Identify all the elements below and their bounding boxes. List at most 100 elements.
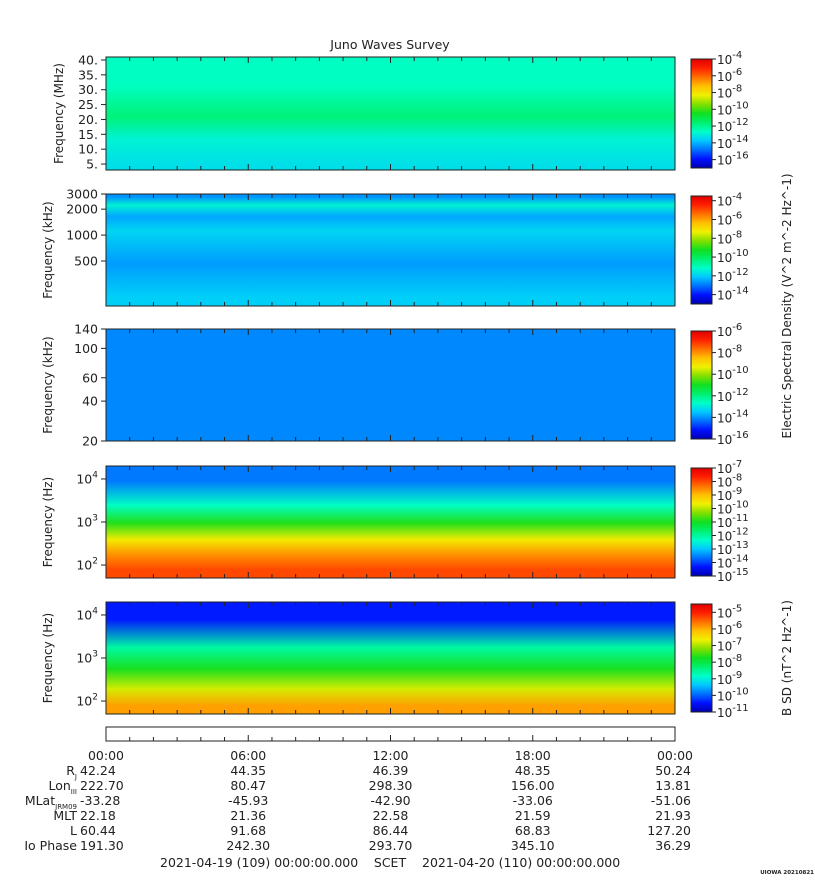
- colorbar-label: 10-12: [717, 387, 749, 404]
- colorbar-label: 10-11: [717, 703, 749, 720]
- time-tick-label: 00:00: [88, 748, 124, 763]
- panel-1: 5.10.15.20.25.30.35.40. Frequency (MHz) 10…: [52, 50, 749, 172]
- y-tick-label: 102: [76, 557, 98, 573]
- ephemeris-value: 13.81: [655, 778, 691, 793]
- panel-1-ylabel: Frequency (MHz): [52, 63, 66, 164]
- colorbar-label: 10-12: [717, 527, 749, 544]
- colorbar-label: 10-15: [717, 567, 749, 584]
- time-tick-label: 00:00: [657, 748, 693, 763]
- ephemeris-value: 127.20: [647, 823, 691, 838]
- ephemeris-value: -33.06: [513, 793, 553, 808]
- ephemeris-value: 80.47: [230, 778, 266, 793]
- colorbar-label: 10-9: [717, 486, 742, 503]
- colorbar-label: 10-16: [717, 151, 749, 168]
- y-tick-label: 35.: [78, 67, 98, 82]
- ephemeris-value: 42.24: [80, 763, 116, 778]
- ephemeris-value: 50.24: [655, 763, 691, 778]
- ephemeris-value: 156.00: [511, 778, 555, 793]
- ephemeris-value: 21.93: [655, 808, 691, 823]
- y-tick-label: 40.: [78, 52, 98, 67]
- ephemeris-value: 293.70: [369, 838, 413, 853]
- colorbar-label: 10-14: [717, 286, 749, 303]
- ephemeris-value: 68.83: [515, 823, 551, 838]
- time-tick-label: 18:00: [515, 748, 551, 763]
- panel-2-ylabel: Frequency (kHz): [41, 201, 55, 298]
- panel-3-colorbar: [691, 331, 712, 439]
- ephemeris-value: 46.39: [373, 763, 409, 778]
- ephemeris-label: MLT: [53, 808, 77, 823]
- colorbar-label: 10-8: [717, 229, 742, 246]
- colorbar-label: 10-4: [717, 192, 742, 209]
- y-tick-label: 104: [76, 470, 98, 486]
- start-time-label: 2021-04-19 (109) 00:00:00.000: [160, 855, 358, 870]
- panel-1-colorbar: [691, 59, 712, 168]
- colorbar-label: 10-8: [717, 473, 742, 490]
- y-tick-label: 103: [76, 650, 98, 666]
- colorbar-label: 10-6: [717, 67, 742, 84]
- ephemeris-value: 48.35: [515, 763, 551, 778]
- panel-2-colorbar: [691, 196, 712, 304]
- panel-3-colorbar-frame: [690, 330, 713, 440]
- colorbar-label: 10-10: [717, 686, 749, 703]
- colorbar-label: 10-14: [717, 554, 749, 571]
- ephemeris-value: 222.70: [80, 778, 124, 793]
- panel-5-ylabel: Frequency (Hz): [41, 613, 55, 704]
- colorbar-label: 10-10: [717, 500, 749, 517]
- ephemeris-value: 86.44: [373, 823, 409, 838]
- panel-1-spectrogram: [106, 57, 675, 170]
- y-tick-label: 103: [76, 514, 98, 530]
- ephemeris-value: 242.30: [226, 838, 270, 853]
- colorbar-label: 10-7: [717, 459, 742, 476]
- ephemeris-label: MLatJRM09: [25, 793, 77, 811]
- y-tick-label: 20: [82, 434, 98, 449]
- colorbar-label: 10-7: [717, 637, 742, 654]
- colorbar-label: 10-14: [717, 134, 749, 151]
- y-tick-label: 20.: [78, 112, 98, 127]
- ephemeris-value: 44.35: [230, 763, 266, 778]
- panel-2-spectrogram: [106, 194, 675, 306]
- ephemeris-value: -33.28: [80, 793, 120, 808]
- colorbar-label: 10-6: [717, 620, 742, 637]
- ephemeris-value: 22.58: [373, 808, 409, 823]
- corner-label: UIOWA 20210821: [760, 870, 814, 876]
- y-tick-label: 1000: [66, 228, 98, 243]
- y-tick-label: 100: [74, 341, 98, 356]
- ephemeris-label: LonIII: [48, 778, 77, 796]
- panel-2-colorbar-frame: [690, 195, 713, 305]
- end-time-label: 2021-04-20 (110) 00:00:00.000: [422, 855, 620, 870]
- magnetic-colorbar-title: B SD (nT^2 Hz^-1): [780, 600, 794, 716]
- y-tick-label: 10.: [78, 142, 98, 157]
- colorbar-label: 10-13: [717, 540, 749, 557]
- y-tick-label: 60: [82, 370, 98, 385]
- ephemeris-value: 191.30: [80, 838, 124, 853]
- ephemeris-label: RJ: [66, 763, 77, 781]
- ephemeris-value: 345.10: [511, 838, 555, 853]
- y-tick-label: 40: [82, 394, 98, 409]
- colorbar-label: 10-14: [717, 408, 749, 425]
- colorbar-label: 10-10: [717, 100, 749, 117]
- scet-label: SCET: [374, 855, 407, 870]
- y-tick-label: 3000: [66, 187, 98, 202]
- y-tick-label: 30.: [78, 82, 98, 97]
- y-tick-label: 102: [76, 693, 98, 709]
- colorbar-label: 10-8: [717, 84, 742, 101]
- panel-4: 102 103 104 Frequency (Hz) 10-710-810-910-10…: [41, 459, 749, 584]
- panel-5-colorbar-frame: [690, 603, 713, 713]
- ephemeris-label: L: [70, 823, 77, 838]
- y-tick-label: 15.: [78, 127, 98, 142]
- panel-3-ylabel: Frequency (kHz): [41, 336, 55, 433]
- panel-4-ylabel: Frequency (Hz): [41, 477, 55, 568]
- ephemeris-value: -42.90: [370, 793, 410, 808]
- ephemeris-value: 60.44: [80, 823, 116, 838]
- chart-title: Juno Waves Survey: [329, 37, 450, 52]
- colorbar-label: 10-8: [717, 653, 742, 670]
- electric-colorbar-title: Electric Spectral Density (V^2 m^-2 Hz^-…: [780, 173, 794, 438]
- panel-3-spectrogram: [106, 329, 675, 441]
- time-tick-label: 06:00: [230, 748, 266, 763]
- ephemeris-value: 298.30: [369, 778, 413, 793]
- time-tick-label: 12:00: [372, 748, 408, 763]
- ephemeris-value: 21.59: [515, 808, 551, 823]
